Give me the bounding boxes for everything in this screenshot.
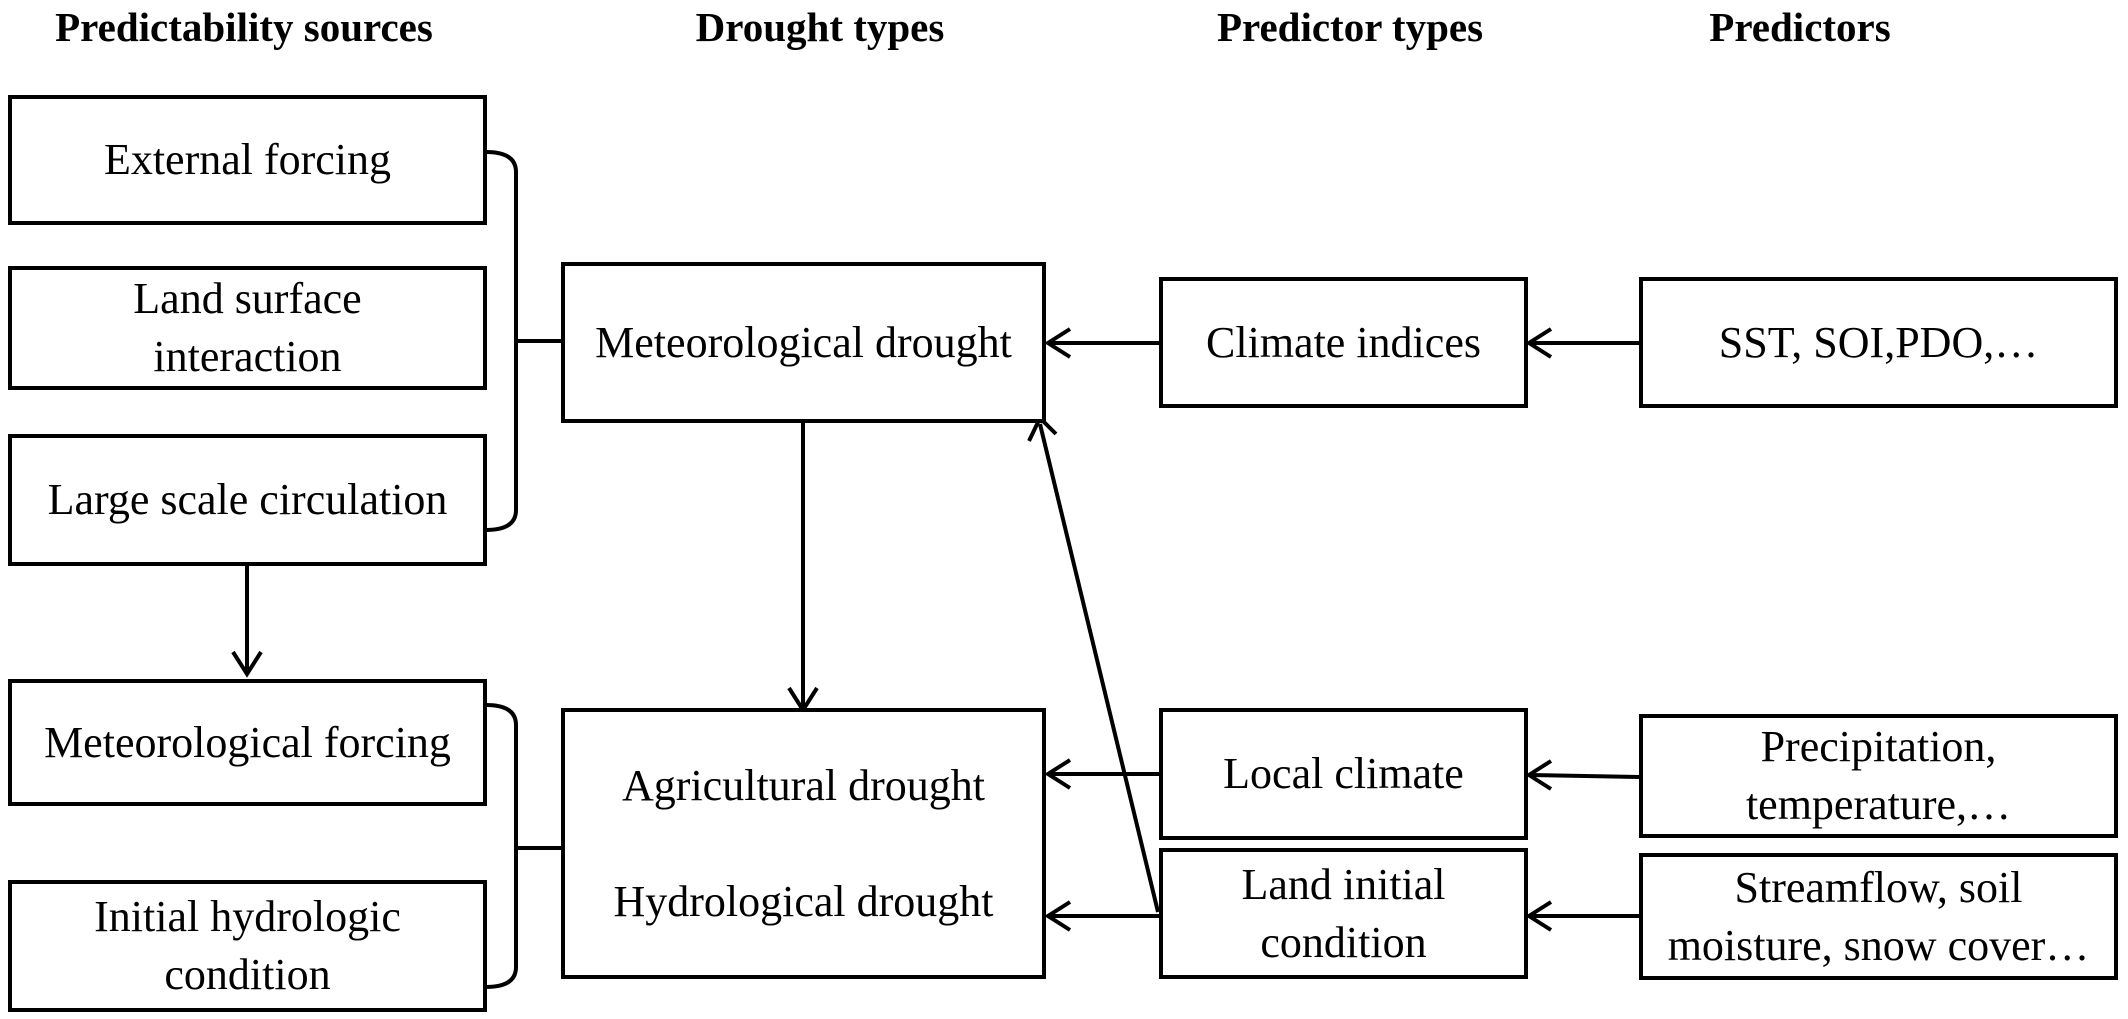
header-predictors: Predictors: [1709, 4, 1891, 50]
arrowhead-localclimate-to-agdrought: [1044, 758, 1072, 790]
header-predictor-types: Predictor types: [1216, 4, 1484, 50]
node-predictors-local-climate-line1: Precipitation,: [1760, 722, 1997, 771]
bracket-top-sources: [485, 150, 518, 532]
node-predictors-climate-indices: SST, SOI,PDO,…: [1639, 277, 2118, 408]
arrow-precip-to-localclimate: [1530, 773, 1640, 779]
header-predictability-sources: Predictability sources: [55, 4, 433, 50]
node-land-initial-condition: Land initial condition: [1159, 848, 1528, 979]
arrowhead-precip-to-localclimate: [1525, 759, 1553, 791]
arrowhead-sst-to-climateidx: [1525, 327, 1553, 359]
node-predictors-climate-indices-label: SST, SOI,PDO,…: [1718, 317, 2039, 367]
node-initial-hydrologic-condition-line2: condition: [164, 950, 331, 999]
bracket-bottom-sources: [485, 703, 518, 989]
node-predictors-land-initial-condition-line2: moisture, snow cover…: [1667, 920, 2090, 970]
node-climate-indices: Climate indices: [1159, 277, 1528, 408]
node-large-scale-circulation: Large scale circulation: [8, 434, 487, 566]
node-land-surface-interaction-line1: Land surface: [133, 274, 362, 323]
node-meteorological-drought-label: Meteorological drought: [595, 317, 1012, 367]
node-large-scale-circulation-label: Large scale circulation: [47, 475, 448, 524]
node-predictors-land-initial-condition: Streamflow, soil moisture, snow cover…: [1639, 853, 2118, 980]
node-agricultural-drought-label: Agricultural drought: [622, 760, 985, 810]
node-hydrological-drought-label: Hydrological drought: [613, 876, 994, 926]
node-climate-indices-label: Climate indices: [1206, 317, 1481, 367]
node-land-surface-interaction: Land surface interaction: [8, 266, 487, 390]
header-drought-types: Drought types: [695, 4, 945, 50]
node-meteorological-drought: Meteorological drought: [561, 262, 1046, 423]
node-predictors-land-initial-condition-line1: Streamflow, soil: [1734, 862, 2023, 912]
node-initial-hydrologic-condition: Initial hydrologic condition: [8, 880, 487, 1012]
arrow-landinit-to-metdrought: [1038, 423, 1160, 913]
node-external-forcing-label: External forcing: [103, 135, 392, 184]
arrowhead-circulation-to-metforcing: [231, 650, 263, 678]
arrowhead-climateidx-to-metdrought: [1044, 327, 1072, 359]
node-predictors-local-climate: Precipitation, temperature,…: [1639, 714, 2118, 838]
arrowhead-streamflow-to-landinit: [1525, 900, 1553, 932]
node-predictors-local-climate-line2: temperature,…: [1745, 780, 2012, 829]
node-agricultural-hydrological-drought: Agricultural drought Hydrological drough…: [561, 708, 1046, 979]
node-meteorological-forcing: Meteorological forcing: [8, 679, 487, 806]
node-land-surface-interaction-line2: interaction: [153, 332, 342, 381]
node-external-forcing: External forcing: [8, 95, 487, 225]
node-meteorological-forcing-label: Meteorological forcing: [44, 717, 451, 767]
node-land-initial-condition-line1: Land initial: [1241, 859, 1446, 909]
node-local-climate: Local climate: [1159, 708, 1528, 840]
node-local-climate-label: Local climate: [1223, 749, 1464, 798]
arrowhead-landinit-to-hydrodrought: [1044, 900, 1072, 932]
node-land-initial-condition-line2: condition: [1260, 917, 1427, 967]
node-initial-hydrologic-condition-line1: Initial hydrologic: [94, 892, 401, 941]
